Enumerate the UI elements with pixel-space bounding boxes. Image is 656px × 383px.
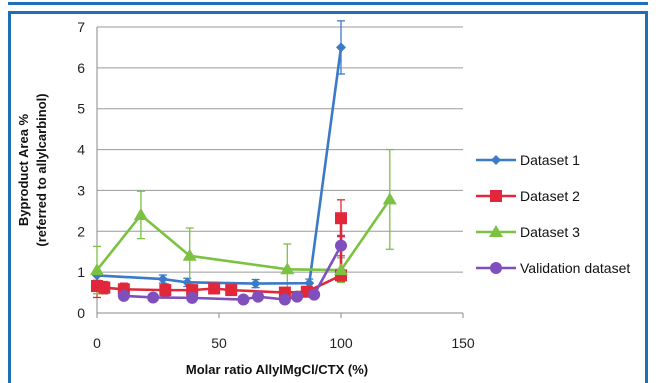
dataset-2-point <box>98 281 111 294</box>
dataset-3-line <box>95 198 391 272</box>
validation-dataset-point <box>186 291 199 304</box>
x-tick-label: 100 <box>329 335 353 351</box>
y-tick-label: 4 <box>77 142 85 158</box>
legend: Dataset 1 Dataset 2 Dataset 3 Validation da… <box>476 152 630 276</box>
validation-dataset-point <box>237 293 250 306</box>
x-axis-title: Molar ratio AllylMgCl/CTX (%) <box>186 362 368 377</box>
y-axis-title: Byproduct Area % <box>16 113 31 226</box>
y-tick-label: 3 <box>77 182 85 198</box>
dataset-2-point <box>225 284 238 297</box>
gridlines <box>97 26 463 273</box>
y-tick-label: 7 <box>77 19 85 35</box>
y-tick-label: 0 <box>77 305 85 321</box>
dataset-3-point <box>280 262 295 275</box>
validation-dataset-legend-label: Validation dataset <box>520 260 630 276</box>
series-markers <box>90 42 397 306</box>
validation-dataset-legend-marker <box>490 262 502 274</box>
series-lines <box>95 47 391 301</box>
dataset-3-legend-label: Dataset 3 <box>520 224 580 240</box>
y-tick-label: 2 <box>77 223 85 239</box>
validation-dataset-point <box>291 290 304 303</box>
validation-dataset-point <box>117 289 130 302</box>
y-tick-label: 5 <box>77 101 85 117</box>
dataset-1-point <box>336 42 346 53</box>
dataset-2-legend-label: Dataset 2 <box>520 188 580 204</box>
dataset-3-point <box>182 248 197 261</box>
dataset-2-line <box>96 218 343 294</box>
y-tick-label: 1 <box>77 264 85 280</box>
dataset-3-point <box>334 263 348 276</box>
y-tick-label: 6 <box>77 60 85 76</box>
dataset-1-point <box>304 278 315 289</box>
validation-dataset-point <box>278 293 291 306</box>
dataset-2-point <box>335 212 347 225</box>
dataset-3-point <box>133 207 148 220</box>
validation-dataset-point <box>147 291 160 304</box>
validation-dataset-point <box>335 239 347 252</box>
top-rule <box>8 2 648 5</box>
validation-dataset-point <box>308 288 321 301</box>
x-tick-label: 0 <box>93 335 101 351</box>
dataset-1-legend-marker <box>491 155 501 165</box>
dataset-2-point <box>159 284 172 297</box>
dataset-1-point <box>250 278 261 289</box>
axes: 0 1 2 3 4 5 6 7 0 50 100 150 <box>77 19 475 351</box>
validation-dataset-point <box>252 290 265 303</box>
dataset-1-point <box>157 274 168 285</box>
dataset-3-point <box>90 263 104 276</box>
x-tick-label: 150 <box>451 335 475 351</box>
chart-panel <box>8 11 648 383</box>
y-axis-subtitle: (referred to allylcarbinol) <box>34 93 49 246</box>
dataset-2-legend-marker <box>490 190 502 202</box>
dataset-3-legend-marker <box>489 225 503 237</box>
dataset-1-line <box>96 47 343 285</box>
dataset-2-point <box>208 282 221 295</box>
dataset-3-point <box>382 192 397 205</box>
dataset-1-legend-label: Dataset 1 <box>520 152 580 168</box>
x-tick-label: 50 <box>211 335 227 351</box>
